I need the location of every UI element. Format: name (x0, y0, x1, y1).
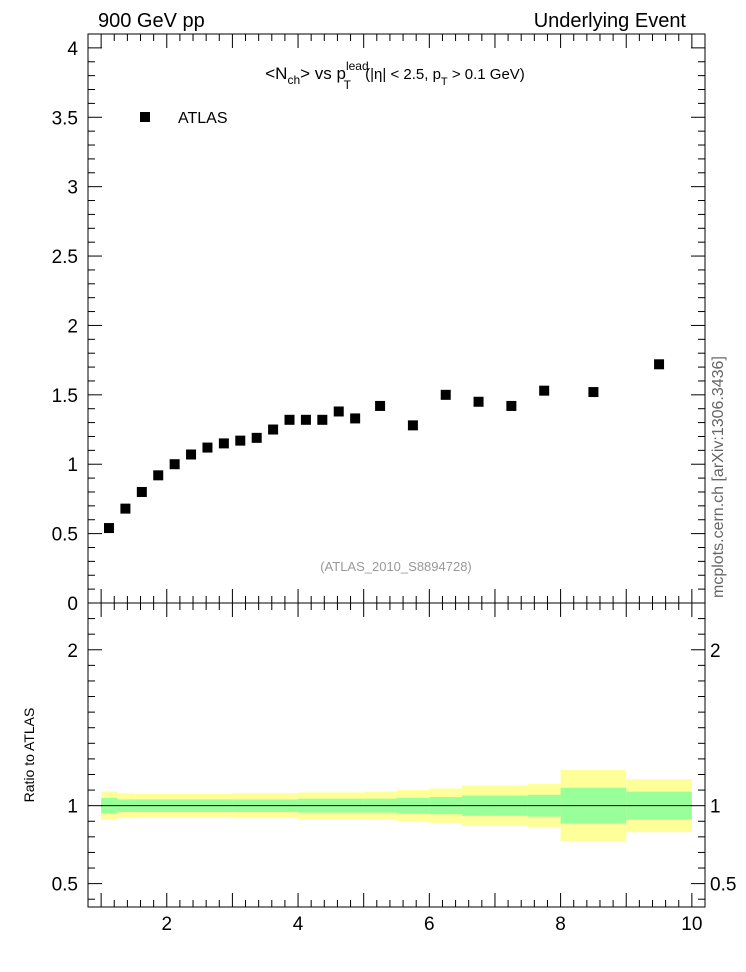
data-point (120, 503, 131, 514)
x-tick-label: 8 (555, 914, 566, 935)
data-point (251, 432, 262, 443)
legend-label-atlas: ATLAS (178, 110, 228, 127)
top-y-tick-label: 1 (67, 455, 78, 476)
data-point (218, 438, 229, 449)
ratio-y-tick-label: 2 (67, 641, 78, 662)
data-point (350, 413, 361, 424)
ratio-y-tick-label: 1 (67, 797, 78, 818)
top-axis-ticks: 0 0.5 1 1.5 2 2.5 3 3.5 4 (52, 34, 705, 615)
x-tick-label: 6 (424, 914, 435, 935)
data-point (473, 396, 484, 407)
data-point (506, 400, 517, 411)
top-y-tick-label: 2 (67, 316, 78, 337)
data-point (375, 400, 386, 411)
legend-marker-atlas (140, 112, 150, 122)
ratio-y-tick-label-right: 1 (710, 797, 721, 818)
data-point (539, 385, 550, 396)
top-y-tick-label: 2.5 (52, 247, 78, 268)
data-point (654, 359, 665, 370)
bottom-axis-ticks: 0.5 0.5 1 1 2 2 2 4 6 8 10 (52, 603, 736, 935)
top-y-tick-label: 0.5 (52, 525, 78, 546)
top-y-tick-label: 3 (67, 178, 78, 199)
data-point (136, 486, 147, 497)
data-point (407, 420, 418, 431)
data-point (186, 449, 197, 460)
data-point (333, 406, 344, 417)
data-point (268, 424, 279, 435)
ratio-y-axis-label: Ratio to ATLAS (21, 708, 37, 803)
top-data-points (104, 359, 665, 534)
data-point (169, 459, 180, 470)
ratio-y-tick-label: 0.5 (52, 875, 78, 896)
ratio-y-tick-label-right: 2 (710, 641, 721, 662)
header-right: Underlying Event (534, 10, 687, 32)
bottom-plot-frame (87, 602, 706, 908)
x-tick-label: 4 (293, 914, 304, 935)
data-point (588, 387, 599, 398)
top-y-tick-label: 4 (67, 39, 78, 60)
top-y-tick-label: 0 (67, 594, 78, 615)
top-y-tick-label: 3.5 (52, 108, 78, 129)
analysis-watermark: (ATLAS_2010_S8894728) (320, 559, 472, 574)
top-chart-title: <Nch> vs plead T (|η| < 2.5, pT > 0.1 GeV… (265, 59, 525, 92)
data-point (153, 470, 164, 481)
data-point (440, 389, 451, 400)
data-point (104, 523, 115, 534)
side-label: mcplots.cern.ch [arXiv:1306.3436] (710, 356, 727, 598)
data-point (317, 414, 328, 425)
ratio-y-tick-label-right: 0.5 (710, 875, 736, 896)
top-y-tick-label: 1.5 (52, 386, 78, 407)
data-point (284, 414, 295, 425)
x-tick-label: 10 (681, 914, 702, 935)
data-point (300, 414, 311, 425)
data-point (202, 442, 213, 453)
bottom-panel: 0.5 0.5 1 1 2 2 2 4 6 8 10 Ratio to ATLAS (21, 602, 736, 935)
x-tick-label: 2 (161, 914, 172, 935)
data-point (235, 435, 246, 446)
header-left: 900 GeV pp (98, 10, 205, 32)
top-panel: 0 0.5 1 1.5 2 2.5 3 3.5 4 <Nch> vs plead T (|η| <… (52, 33, 706, 615)
